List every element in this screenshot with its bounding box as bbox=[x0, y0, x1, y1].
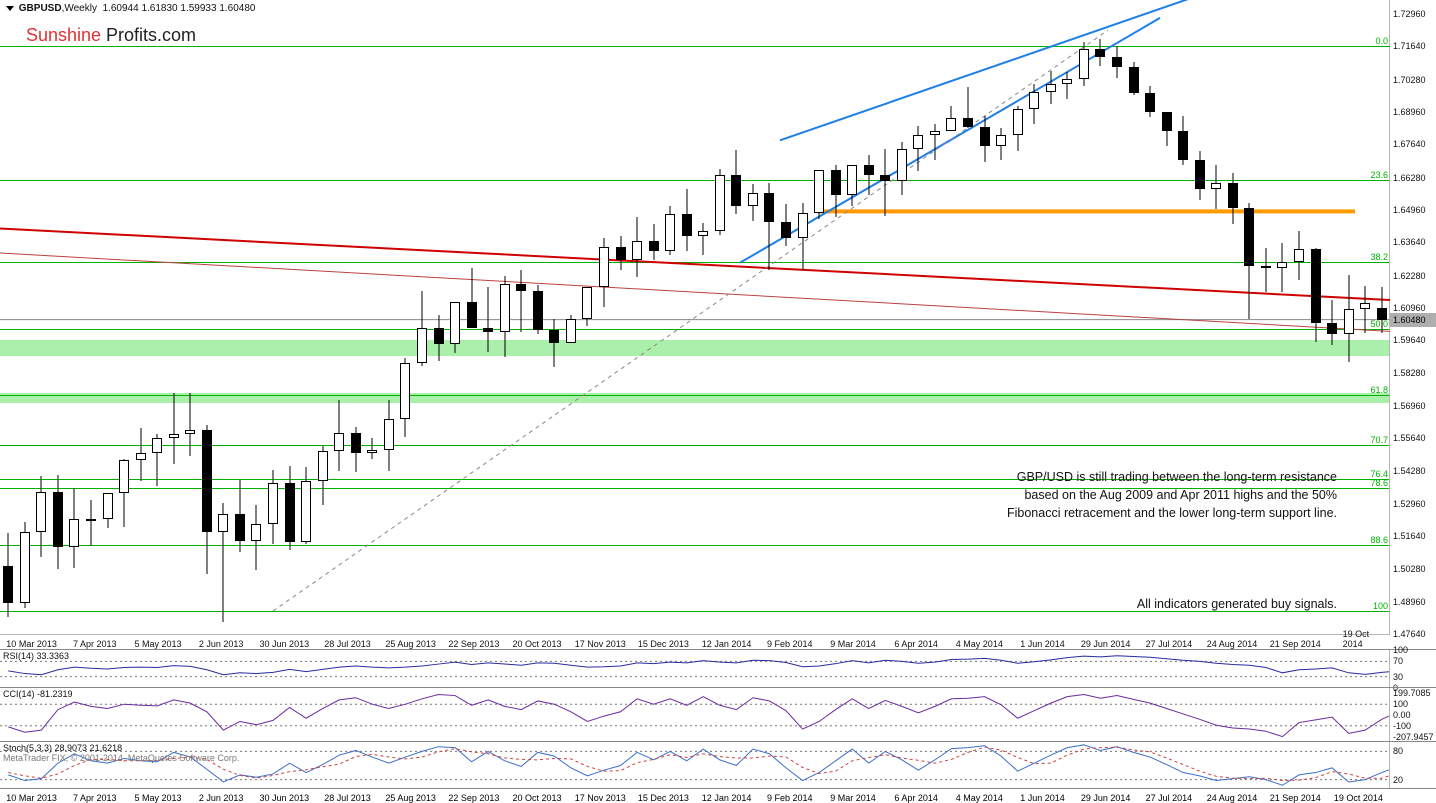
cci-line bbox=[0, 688, 1390, 741]
stoch-plot: Stoch(5,3,3) 28.9073 21.6218 MetaTrader … bbox=[0, 742, 1390, 788]
price-panel[interactable]: GBPUSD,Weekly 1.60944 1.61830 1.59933 1.… bbox=[0, 0, 1436, 649]
date-x-axis: 10 Mar 20137 Apr 20135 May 20132 Jun 201… bbox=[0, 634, 1390, 650]
rsi-label: RSI(14) 33.3363 bbox=[3, 651, 69, 661]
rsi-panel[interactable]: RSI(14) 33.3363 10070300 bbox=[0, 649, 1436, 687]
cci-label: CCI(14) -81.2319 bbox=[3, 689, 73, 699]
trading-chart-root: { "symbol": "GBPUSD", "timeframe": "Week… bbox=[0, 0, 1436, 803]
bottom-x-axis: 10 Mar 20137 Apr 20135 May 20132 Jun 201… bbox=[0, 788, 1436, 803]
last-price-value: 1.60480 bbox=[1393, 315, 1426, 325]
stoch-panel[interactable]: Stoch(5,3,3) 28.9073 21.6218 MetaTrader … bbox=[0, 741, 1436, 788]
stoch-y-axis: 8020 bbox=[1390, 742, 1436, 788]
stoch-label: Stoch(5,3,3) 28.9073 21.6218 bbox=[3, 743, 122, 753]
cci-panel[interactable]: CCI(14) -81.2319 199.70851000.00-100-207… bbox=[0, 687, 1436, 741]
cci-plot: CCI(14) -81.2319 bbox=[0, 688, 1390, 741]
rsi-line bbox=[0, 650, 1390, 687]
cci-y-axis: 199.70851000.00-100-207.9457 bbox=[1390, 688, 1436, 741]
rsi-y-axis: 10070300 bbox=[1390, 650, 1436, 687]
price-plot-area[interactable]: GBPUSD,Weekly 1.60944 1.61830 1.59933 1.… bbox=[0, 0, 1390, 649]
rsi-plot: RSI(14) 33.3363 bbox=[0, 650, 1390, 687]
copyright-text: MetaTrader FIX, © 2001-2014, MetaQuotes … bbox=[3, 753, 239, 763]
stoch-lines bbox=[0, 742, 1390, 788]
last-price-tag: 1.60480 bbox=[1390, 313, 1436, 327]
